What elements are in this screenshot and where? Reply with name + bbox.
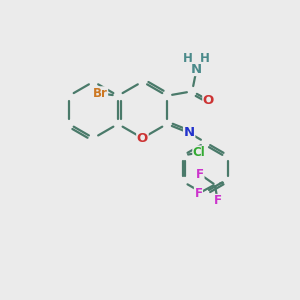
Text: Br: Br <box>93 87 108 100</box>
Text: N: N <box>191 62 202 76</box>
Text: F: F <box>196 168 204 181</box>
Text: O: O <box>137 132 148 145</box>
Text: H: H <box>200 52 210 65</box>
Text: F: F <box>194 187 202 200</box>
Text: Cl: Cl <box>193 146 206 159</box>
Text: F: F <box>214 194 222 208</box>
Text: O: O <box>203 94 214 107</box>
Text: N: N <box>184 126 195 140</box>
Text: H: H <box>183 52 193 65</box>
